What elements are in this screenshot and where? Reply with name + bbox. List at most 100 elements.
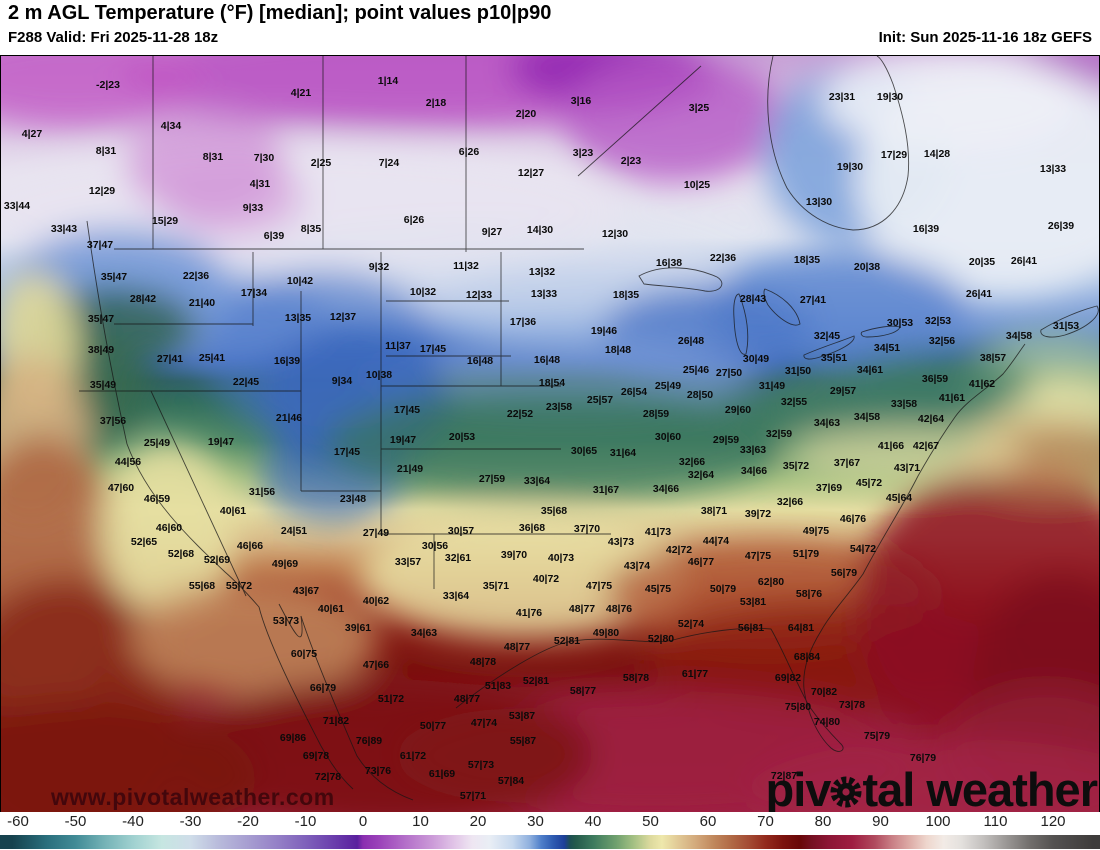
colorbar: -60 -50 -40 -30 -20 -10 0 10 20 30 40 50 60 70 80 90 100… [0,812,1100,850]
point-value: 35|68 [540,505,568,517]
point-value: 60|75 [290,648,318,660]
point-value: 37|67 [833,457,861,469]
point-value: 19|46 [590,325,618,337]
point-value: 43|73 [607,536,635,548]
point-value: 75|79 [863,730,891,742]
point-value: 21|40 [188,297,216,309]
point-value: 6|26 [458,146,480,158]
point-value: 18|35 [612,289,640,301]
point-value: 33|58 [890,398,918,410]
watermark-url: www.pivotalweather.com [51,784,335,810]
point-value: 47|75 [585,580,613,592]
point-value: 33|57 [394,556,422,568]
point-value: 14|28 [923,148,951,160]
point-value: 44|74 [702,535,730,547]
colorbar-tick-label: 90 [872,813,889,830]
point-value: 13|33 [530,288,558,300]
point-value: 61|72 [399,750,427,762]
point-value: 40|62 [362,595,390,607]
point-value: 25|57 [586,394,614,406]
point-value: 25|41 [198,352,226,364]
point-value: 45|72 [855,477,883,489]
point-value: 30|49 [742,353,770,365]
point-value: 27|50 [715,367,743,379]
point-value: 52|68 [167,548,195,560]
point-value: 48|77 [503,641,531,653]
point-value: -2|23 [96,79,120,91]
point-value: 54|72 [849,543,877,555]
point-value: 48|77 [568,603,596,615]
point-value: 28|42 [129,293,157,305]
point-value: 55|68 [188,580,216,592]
point-value: 32|56 [928,335,956,347]
colorbar-tick-label: -20 [237,813,259,830]
point-value: 21|46 [275,412,303,424]
point-value: 47|75 [744,550,772,562]
point-value: 17|45 [393,404,421,416]
point-value: 27|49 [362,527,390,539]
point-value: 31|53 [1052,320,1080,332]
point-value: 26|39 [1047,220,1075,232]
point-value: 23|31 [828,91,856,103]
point-value: 31|67 [592,484,620,496]
point-value: 32|53 [924,315,952,327]
point-value: 53|73 [272,615,300,627]
point-value: 16|39 [912,223,940,235]
point-value: 30|57 [447,525,475,537]
point-value: 2|20 [515,108,537,120]
point-value: 40|61 [219,505,247,517]
colorbar-tick-label: -40 [122,813,144,830]
point-value: 20|38 [853,261,881,273]
point-value: 17|45 [333,446,361,458]
point-value: 11|32 [453,260,479,272]
point-value: 43|67 [292,585,320,597]
point-value: 16|39 [273,355,301,367]
point-value: 28|59 [642,408,670,420]
point-value: 46|59 [143,493,171,505]
point-value: 37|56 [99,415,127,427]
point-value: 9|33 [242,202,264,214]
point-value: 72|78 [314,771,342,783]
point-value: 41|76 [515,607,543,619]
point-value: 62|80 [757,576,785,588]
point-value: 30|60 [654,431,682,443]
point-value: 35|51 [820,352,848,364]
point-value: 2|25 [310,157,332,169]
point-value: 27|41 [156,353,184,365]
point-value: 76|89 [355,735,383,747]
point-value: 45|64 [885,492,913,504]
point-value: 20|53 [448,431,476,443]
point-value: 34|66 [740,465,768,477]
point-value: 32|66 [776,496,804,508]
point-value: 20|35 [968,256,996,268]
point-value: 39|72 [744,508,772,520]
point-value: 18|48 [604,344,632,356]
point-value: 25|49 [143,437,171,449]
point-value: 26|41 [965,288,993,300]
gear-icon [829,765,863,820]
point-value: 41|62 [968,378,996,390]
point-value: 10|32 [409,286,437,298]
point-value: 46|76 [839,513,867,525]
point-value: 69|86 [279,732,307,744]
point-value: 52|81 [522,675,550,687]
point-value: 57|84 [497,775,525,787]
temperature-field [1,56,1099,812]
point-value: 17|29 [880,149,908,161]
map-borders [79,56,1099,801]
point-value: 52|69 [203,554,231,566]
point-value: 56|81 [737,622,765,634]
point-value: 7|30 [253,152,275,164]
point-value: 75|80 [784,701,812,713]
colorbar-tick-label: -60 [7,813,29,830]
point-value: 51|79 [792,548,820,560]
point-value: 34|61 [856,364,884,376]
point-value: 32|66 [678,456,706,468]
init-time-label: Init: Sun 2025-11-16 18z GEFS [878,29,1092,46]
point-value: 41|66 [877,440,905,452]
point-value: 42|72 [665,544,693,556]
point-value: 69|82 [774,672,802,684]
colorbar-tick-label: 10 [412,813,429,830]
point-value: 12|27 [517,167,545,179]
colorbar-tick-label: -50 [64,813,87,830]
